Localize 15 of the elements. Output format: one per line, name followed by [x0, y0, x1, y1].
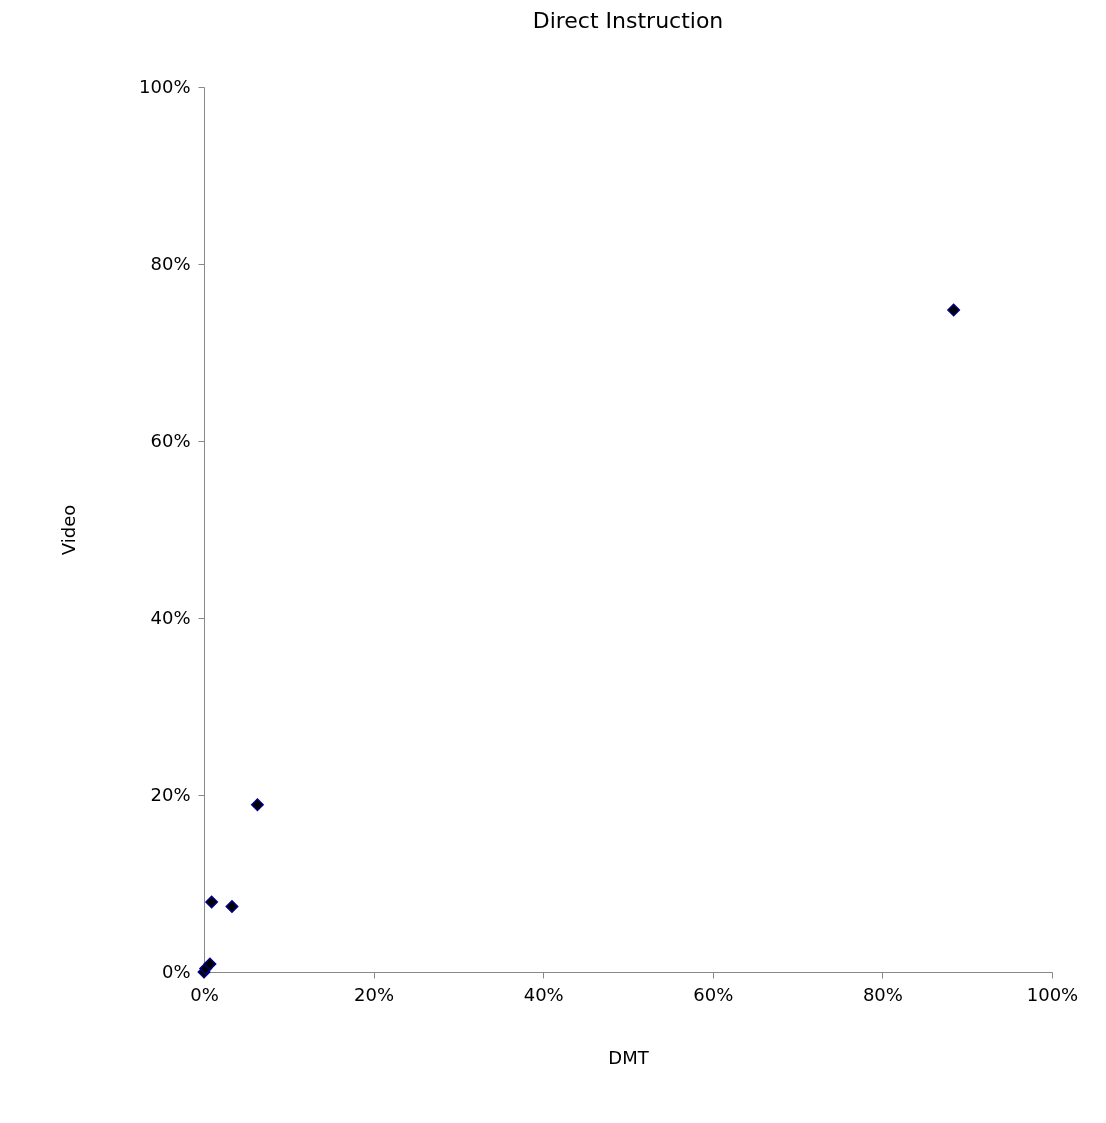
y-tick-label: 60% — [150, 429, 191, 451]
y-tick-label: 0% — [161, 960, 191, 982]
x-tick-label: 100% — [1026, 983, 1079, 1005]
x-tick-label: 20% — [354, 983, 395, 1005]
chart-title: Direct Instruction — [532, 8, 724, 33]
x-tick-label: 80% — [862, 983, 903, 1005]
y-tick-label: 100% — [139, 75, 191, 97]
y-tick-label: 40% — [150, 606, 191, 628]
x-tick-label: 40% — [523, 983, 564, 1005]
y-axis-title: Video — [58, 504, 80, 556]
x-tick-label: 60% — [693, 983, 734, 1005]
y-tick-label: 20% — [150, 783, 191, 805]
x-tick-label: 0% — [190, 983, 219, 1005]
y-tick-label: 80% — [150, 252, 191, 274]
x-axis-title: DMT — [608, 1046, 650, 1068]
